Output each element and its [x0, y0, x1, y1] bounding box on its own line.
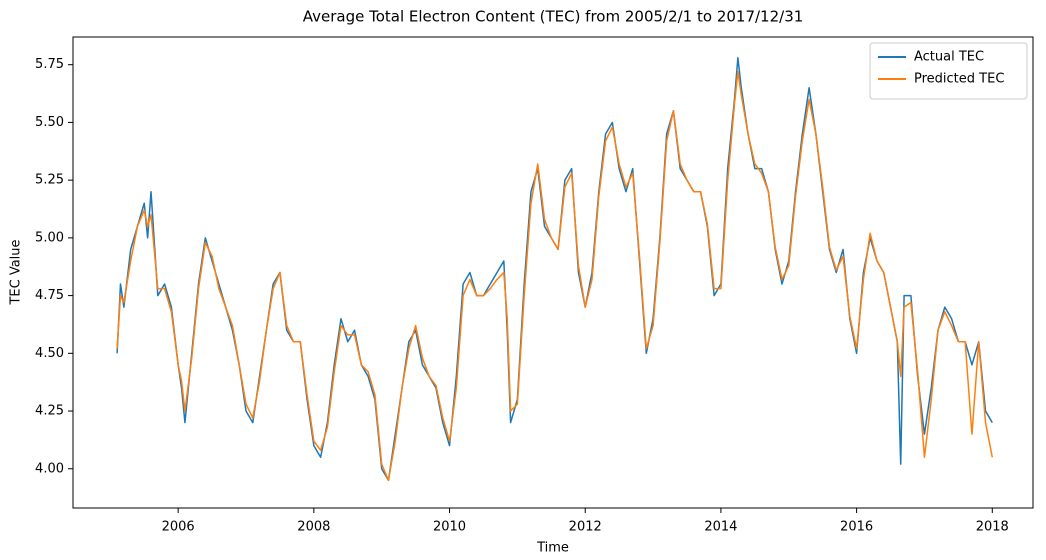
x-tick-label: 2014 — [704, 520, 737, 535]
y-tick-label: 4.75 — [35, 288, 64, 303]
y-axis-label: TEC Value — [9, 239, 24, 305]
y-tick-label: 5.75 — [35, 57, 64, 72]
x-tick-label: 2016 — [840, 520, 873, 535]
y-tick-label: 5.25 — [35, 173, 64, 188]
x-tick-label: 2010 — [433, 520, 466, 535]
x-tick-label: 2012 — [569, 520, 602, 535]
legend-label: Predicted TEC — [914, 72, 1004, 87]
legend-label: Actual TEC — [914, 50, 984, 65]
legend-box — [869, 42, 1028, 100]
x-tick-label: 2006 — [162, 520, 195, 535]
y-tick-label: 5.50 — [35, 115, 64, 130]
y-tick-label: 5.00 — [35, 230, 64, 245]
chart-title: Average Total Electron Content (TEC) fro… — [303, 8, 804, 26]
line-series — [116, 70, 994, 482]
y-tick-label: 4.00 — [35, 461, 64, 476]
y-tick-label: 4.50 — [35, 346, 64, 361]
y-tick-label: 4.25 — [35, 404, 64, 419]
x-tick-label: 2018 — [976, 520, 1009, 535]
line-series — [116, 57, 993, 482]
x-tick-label: 2008 — [297, 520, 330, 535]
plot-frame — [72, 36, 1034, 509]
x-axis-label: Time — [536, 541, 569, 556]
